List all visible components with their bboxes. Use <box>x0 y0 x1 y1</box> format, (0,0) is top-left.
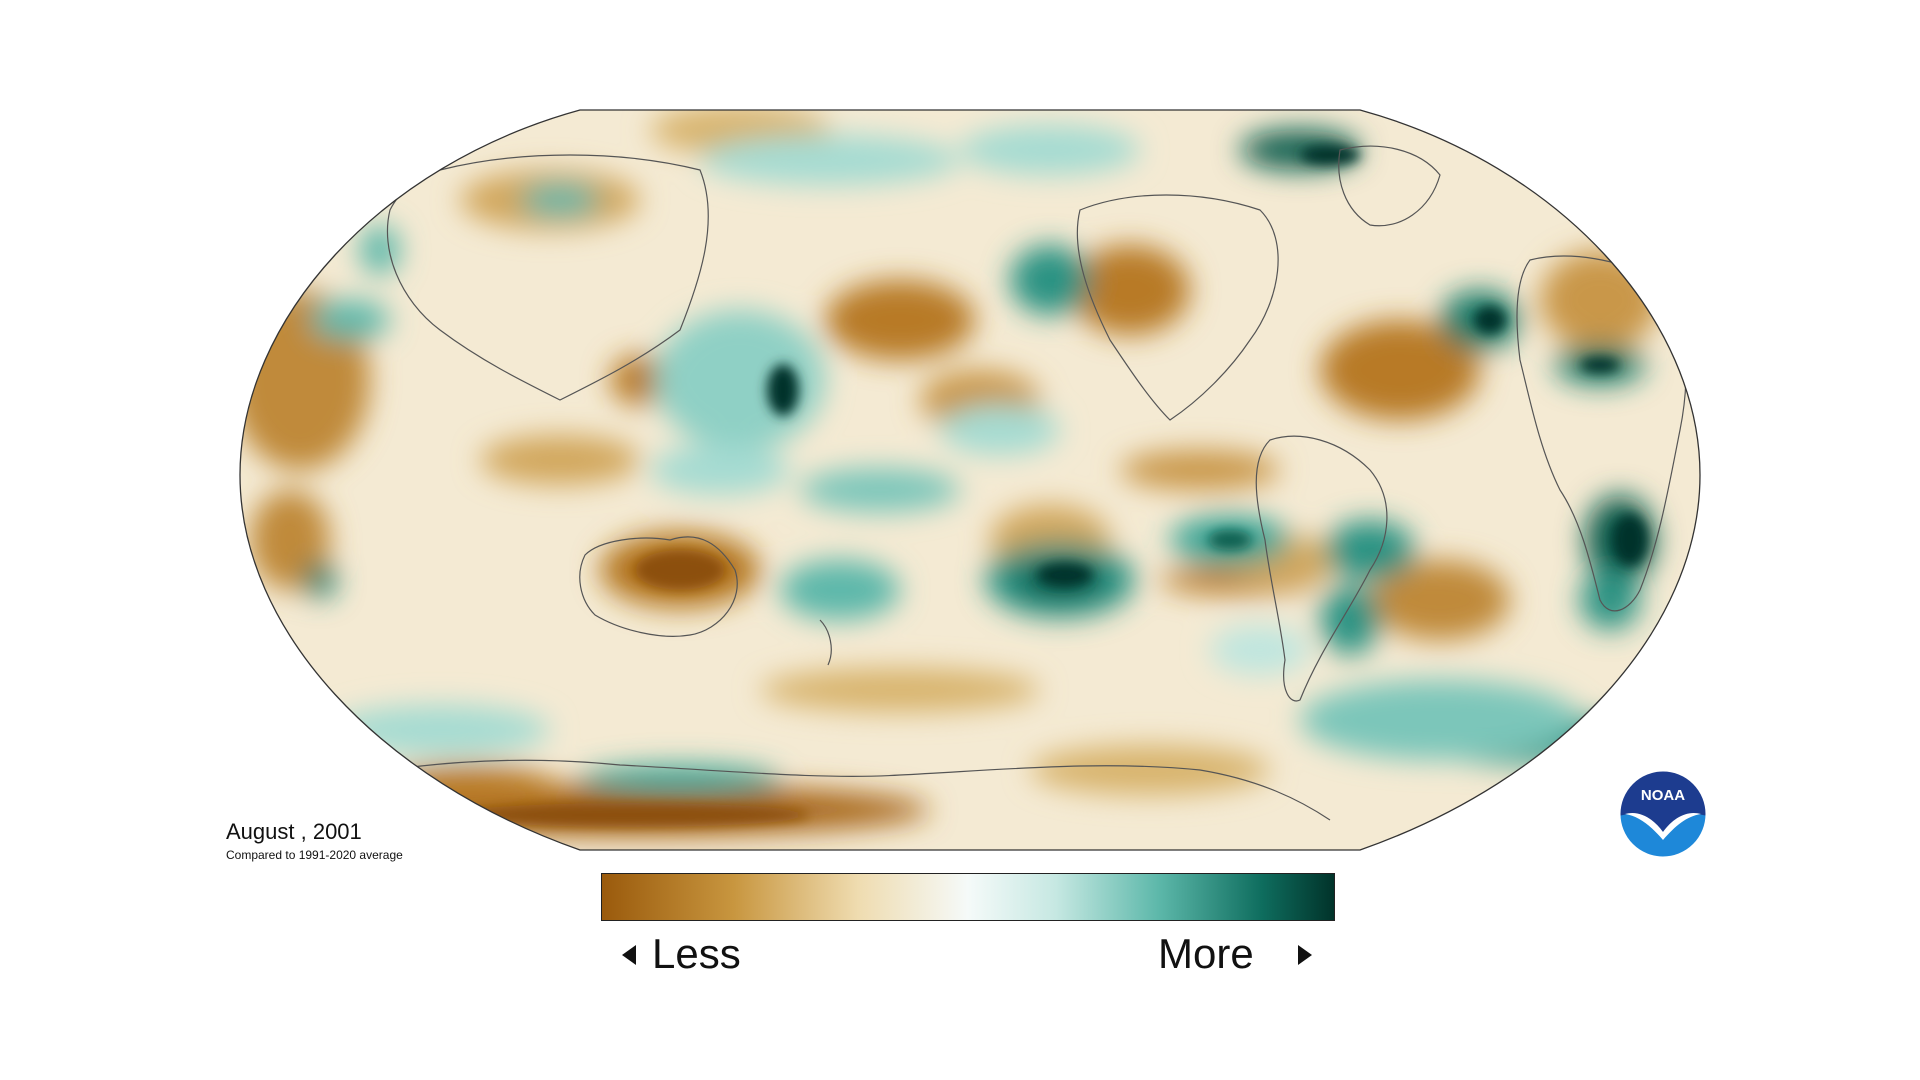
arrow-right-icon <box>1298 945 1312 965</box>
map-baseline-subtitle: Compared to 1991-2020 average <box>226 848 403 862</box>
legend-more-label: More <box>1158 930 1254 977</box>
noaa-logo-text: NOAA <box>1641 787 1685 804</box>
colorbar <box>601 873 1335 921</box>
map-date-title: August , 2001 <box>226 819 362 844</box>
arrow-left-icon <box>622 945 636 965</box>
noaa-logo: NOAA <box>1619 770 1707 858</box>
anomaly-cores <box>450 145 1648 827</box>
anomaly-field <box>240 110 1700 850</box>
legend-less-label: Less <box>652 930 741 977</box>
globe-border <box>239 109 1701 851</box>
